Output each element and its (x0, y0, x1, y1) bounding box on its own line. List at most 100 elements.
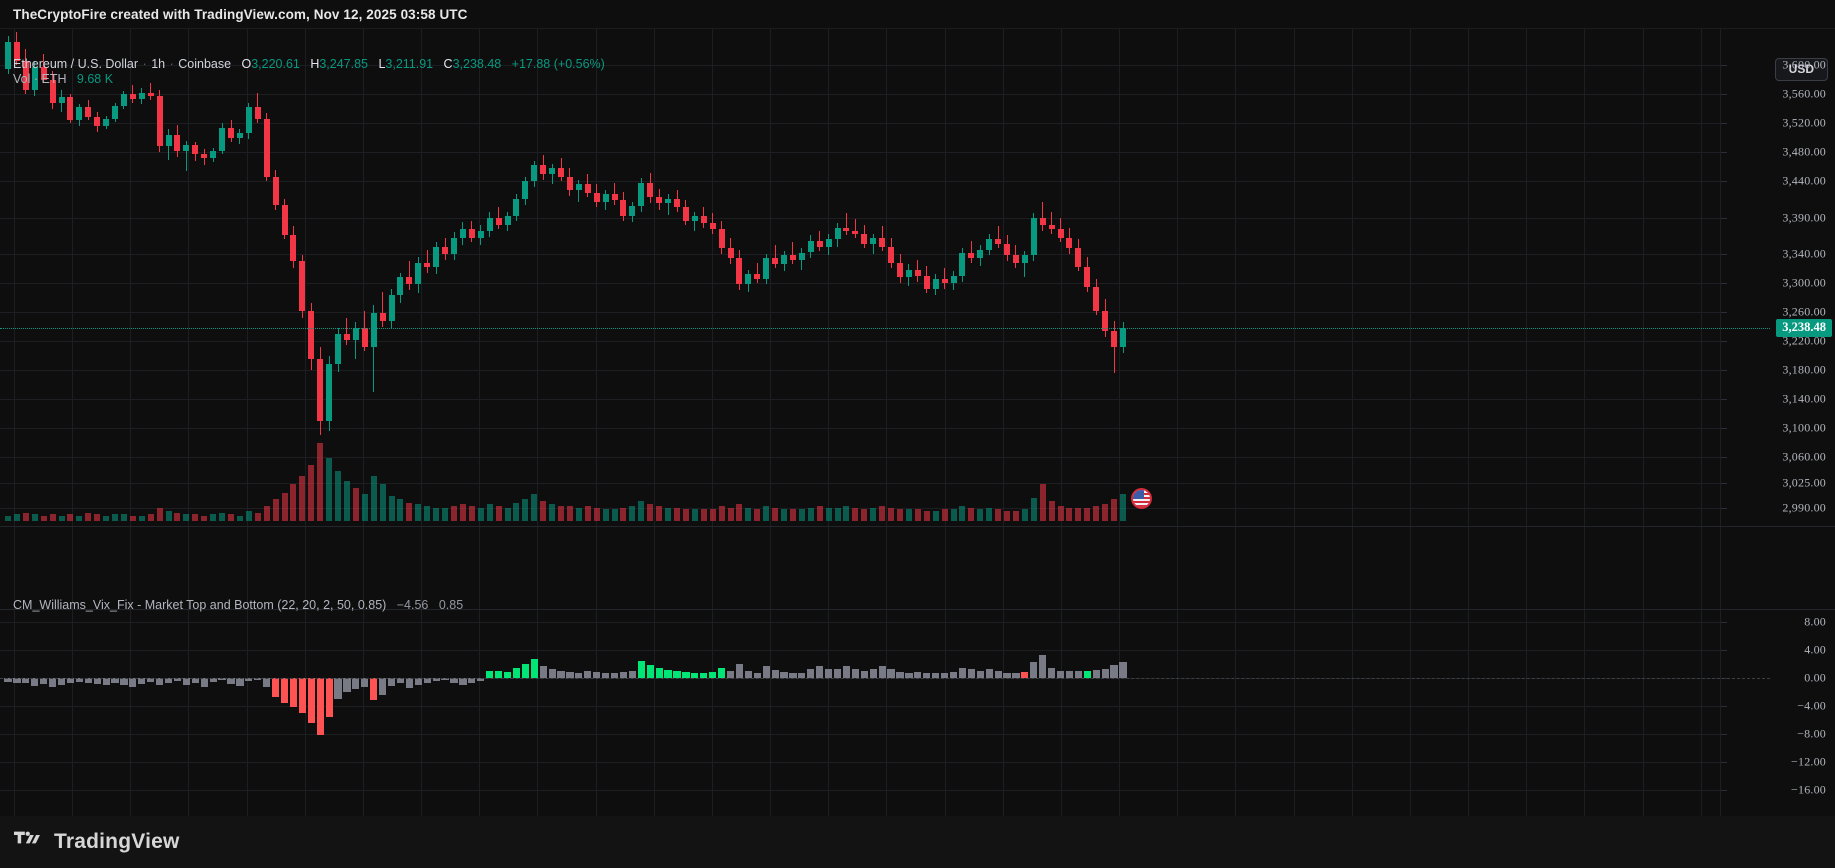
indicator-bar[interactable] (191, 677, 199, 684)
candlestick[interactable] (1075, 29, 1082, 519)
candlestick[interactable] (129, 29, 136, 519)
indicator-bar[interactable] (941, 672, 949, 678)
indicator-bar[interactable] (432, 677, 440, 682)
candlestick[interactable] (736, 29, 743, 519)
volume-bar[interactable] (210, 514, 217, 521)
candlestick[interactable] (718, 29, 725, 519)
volume-bar[interactable] (228, 514, 234, 521)
candlestick[interactable] (905, 29, 912, 519)
indicator-bar[interactable] (486, 671, 494, 678)
indicator-bar[interactable] (851, 669, 859, 678)
volume-bar[interactable] (834, 507, 841, 521)
candlestick[interactable] (174, 29, 181, 519)
indicator-bar[interactable] (84, 677, 92, 683)
indicator-bar[interactable] (762, 666, 770, 678)
candlestick[interactable] (566, 29, 573, 519)
candlestick[interactable] (424, 29, 431, 519)
volume-bar[interactable] (397, 499, 404, 521)
volume-bar[interactable] (602, 509, 609, 521)
volume-bar[interactable] (905, 509, 912, 521)
indicator-bar[interactable] (985, 669, 993, 678)
indicator-bar[interactable] (709, 672, 717, 678)
candlestick[interactable] (388, 29, 395, 519)
volume-bar[interactable] (1057, 506, 1064, 521)
indicator-bar[interactable] (1074, 671, 1082, 678)
volume-bar[interactable] (442, 507, 449, 521)
candlestick[interactable] (522, 29, 529, 519)
candlestick[interactable] (442, 29, 449, 519)
indicator-bar[interactable] (842, 666, 851, 678)
candlestick[interactable] (254, 29, 261, 519)
volume-bar[interactable] (58, 516, 65, 521)
indicator-bar[interactable] (477, 677, 485, 682)
volume-bar[interactable] (977, 509, 984, 521)
indicator-bar[interactable] (280, 677, 289, 703)
indicator-bar[interactable] (512, 667, 521, 678)
indicator-bar[interactable] (735, 663, 744, 678)
volume-bar[interactable] (1111, 499, 1118, 521)
volume-bar[interactable] (540, 501, 547, 521)
candlestick[interactable] (1111, 29, 1118, 519)
volume-bar[interactable] (914, 509, 921, 521)
candlestick[interactable] (317, 29, 324, 519)
volume-bar[interactable] (995, 509, 1002, 521)
volume-bar[interactable] (674, 507, 680, 521)
indicator-bar[interactable] (218, 677, 226, 681)
candlestick[interactable] (31, 29, 38, 519)
volume-bar[interactable] (870, 507, 877, 521)
candlestick[interactable] (611, 29, 618, 519)
indicator-bar[interactable] (334, 677, 342, 699)
volume-bar[interactable] (763, 506, 770, 521)
candlestick[interactable] (459, 29, 466, 519)
volume-bar[interactable] (682, 509, 689, 521)
indicator-bar[interactable] (744, 670, 752, 678)
chart-shell[interactable]: Ethereum / U.S. Dollar · 1h · Coinbase O… (0, 28, 1835, 845)
indicator-bar[interactable] (1083, 671, 1091, 678)
indicator-bar[interactable] (147, 677, 155, 682)
candlestick[interactable] (290, 29, 297, 519)
volume-bar[interactable] (290, 484, 297, 521)
indicator-bar[interactable] (227, 677, 235, 684)
indicator-bar[interactable] (450, 677, 458, 684)
volume-bar[interactable] (888, 507, 895, 521)
candlestick[interactable] (299, 29, 306, 519)
candlestick[interactable] (549, 29, 556, 519)
candlestick[interactable] (870, 29, 877, 519)
volume-bar[interactable] (335, 471, 342, 521)
volume-bar[interactable] (424, 506, 431, 521)
volume-bar[interactable] (1021, 509, 1028, 521)
volume-bar[interactable] (709, 509, 716, 521)
indicator-bar[interactable] (726, 670, 735, 678)
volume-bar[interactable] (959, 506, 966, 521)
indicator-bar[interactable] (468, 677, 476, 684)
candlestick[interactable] (103, 29, 110, 519)
volume-bar[interactable] (361, 494, 368, 521)
volume-bar[interactable] (611, 509, 618, 521)
indicator-bar[interactable] (57, 677, 66, 686)
volume-bar[interactable] (486, 504, 493, 521)
candlestick[interactable] (709, 29, 716, 519)
candlestick[interactable] (477, 29, 484, 519)
volume-bar[interactable] (85, 512, 92, 521)
candlestick[interactable] (665, 29, 672, 519)
indicator-bar[interactable] (816, 666, 824, 678)
candlestick[interactable] (1120, 29, 1126, 519)
candlestick[interactable] (798, 29, 805, 519)
volume-bar[interactable] (272, 499, 279, 521)
candlestick[interactable] (763, 29, 770, 519)
indicator-bar[interactable] (289, 677, 298, 708)
candlestick[interactable] (183, 29, 190, 519)
candlestick[interactable] (513, 29, 520, 519)
volume-bar[interactable] (522, 499, 529, 521)
volume-bar[interactable] (1012, 511, 1019, 521)
candlestick[interactable] (495, 29, 502, 519)
volume-bar[interactable] (504, 507, 511, 521)
indicator-bar[interactable] (173, 677, 182, 682)
candlestick[interactable] (727, 29, 734, 519)
indicator-bar[interactable] (156, 677, 164, 686)
indicator-bar[interactable] (673, 670, 681, 678)
volume-bar[interactable] (1120, 494, 1126, 521)
indicator-bar[interactable] (833, 669, 842, 678)
volume-bar[interactable] (781, 509, 788, 521)
volume-bar[interactable] (201, 516, 208, 521)
